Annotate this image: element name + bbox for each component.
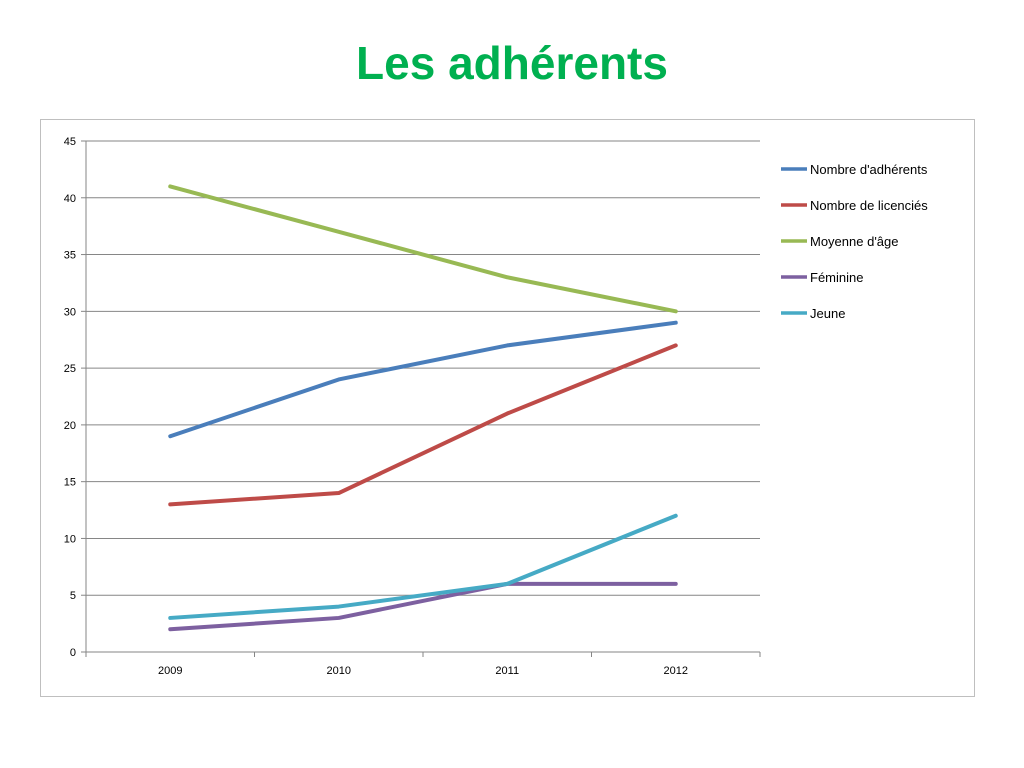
legend-label: Nombre de licenciés [810,198,928,213]
y-tick-label: 40 [64,193,76,205]
x-tick-label: 2010 [327,665,351,677]
axes [85,141,760,653]
x-tick-label: 2009 [158,665,182,677]
y-tick-label: 25 [64,363,76,375]
series-line [168,343,678,507]
series-line [168,184,678,314]
y-tick-label: 35 [64,250,76,262]
y-tick-label: 20 [64,420,76,432]
y-tick-label: 10 [64,533,76,545]
y-tick-label: 45 [64,136,76,148]
legend: Nombre d'adhérents Nombre de licenciés Moy… [781,162,928,321]
grid-lines [86,140,760,596]
series-line [168,513,678,620]
x-tick-label: 2012 [664,665,688,677]
series-line [168,581,678,632]
series-lines [168,184,678,632]
y-axis-ticks: 0 5 10 15 20 25 30 35 40 45 [64,136,86,659]
series-line [168,320,678,439]
legend-label: Jeune [810,306,845,321]
y-tick-label: 5 [70,590,76,602]
slide-title: Les adhérents [356,37,668,89]
line-chart: 0 5 10 15 20 25 30 35 40 45 2009 2010 2011 2012 Nomb… [64,136,929,677]
x-tick-label: 2011 [495,665,519,677]
legend-label: Moyenne d'âge [810,234,899,249]
legend-label: Féminine [810,270,863,285]
y-tick-label: 30 [64,306,76,318]
x-axis-ticks: 2009 2010 2011 2012 [85,652,761,677]
y-tick-label: 15 [64,477,76,489]
legend-label: Nombre d'adhérents [810,162,928,177]
chart-frame: 0 5 10 15 20 25 30 35 40 45 2009 2010 2011 2012 Nomb… [40,119,975,697]
y-tick-label: 0 [70,647,76,659]
